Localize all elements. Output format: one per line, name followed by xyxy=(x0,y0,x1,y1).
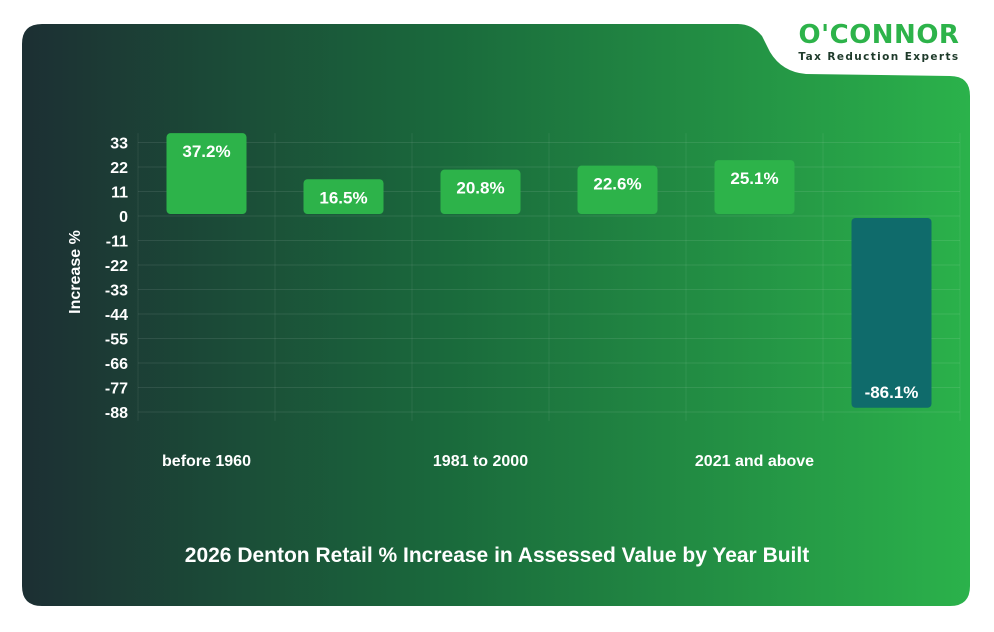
bar-2 xyxy=(303,179,384,214)
y-tick-label: -55 xyxy=(105,332,128,349)
panel-background xyxy=(22,24,970,606)
brand-logo: O'CONNOR Tax Reduction Experts xyxy=(784,20,974,70)
y-tick-label: -22 xyxy=(105,258,128,275)
grid xyxy=(137,133,961,421)
bars xyxy=(166,133,932,408)
y-tick-label: 0 xyxy=(119,209,128,226)
y-tick-label: -88 xyxy=(105,405,128,422)
bar-3 xyxy=(440,169,521,214)
logo-tagline: Tax Reduction Experts xyxy=(798,51,960,63)
y-tick-label: -66 xyxy=(105,356,128,373)
data-label-6: -86.1% xyxy=(865,383,919,402)
bar-5 xyxy=(714,160,795,214)
data-labels: 37.2% 16.5% 20.8% 22.6% 25.1% -86.1% xyxy=(182,142,918,402)
data-label-5: 25.1% xyxy=(730,169,778,188)
chart-title: 2026 Denton Retail % Increase in Assesse… xyxy=(185,544,809,567)
logo-wordmark: O'CONNOR xyxy=(798,20,960,50)
x-tick-label: before 1960 xyxy=(162,453,251,470)
data-label-1: 37.2% xyxy=(182,142,230,161)
y-tick-label: 11 xyxy=(111,185,128,202)
y-tick-label: 33 xyxy=(110,136,128,153)
bar-6 xyxy=(851,218,932,408)
data-label-4: 22.6% xyxy=(593,175,641,194)
data-label-2: 16.5% xyxy=(319,188,367,207)
x-tick-label: 1981 to 2000 xyxy=(433,453,528,470)
x-axis-ticks: before 1960 1981 to 2000 2021 and above xyxy=(162,453,814,470)
y-tick-label: -44 xyxy=(105,307,128,324)
data-label-3: 20.8% xyxy=(456,179,504,198)
x-tick-label: 2021 and above xyxy=(695,453,814,470)
y-tick-label: -77 xyxy=(105,381,128,398)
y-tick-label: 22 xyxy=(110,160,128,177)
y-axis-label: Increase % xyxy=(67,230,84,314)
y-axis-ticks: 33 22 11 0 -11 -22 -33 -44 -55 -66 -77 -88 xyxy=(105,136,128,423)
y-tick-label: -33 xyxy=(105,283,128,300)
bar-4 xyxy=(577,165,658,214)
bar-1 xyxy=(166,133,247,214)
y-tick-label: -11 xyxy=(106,234,128,251)
